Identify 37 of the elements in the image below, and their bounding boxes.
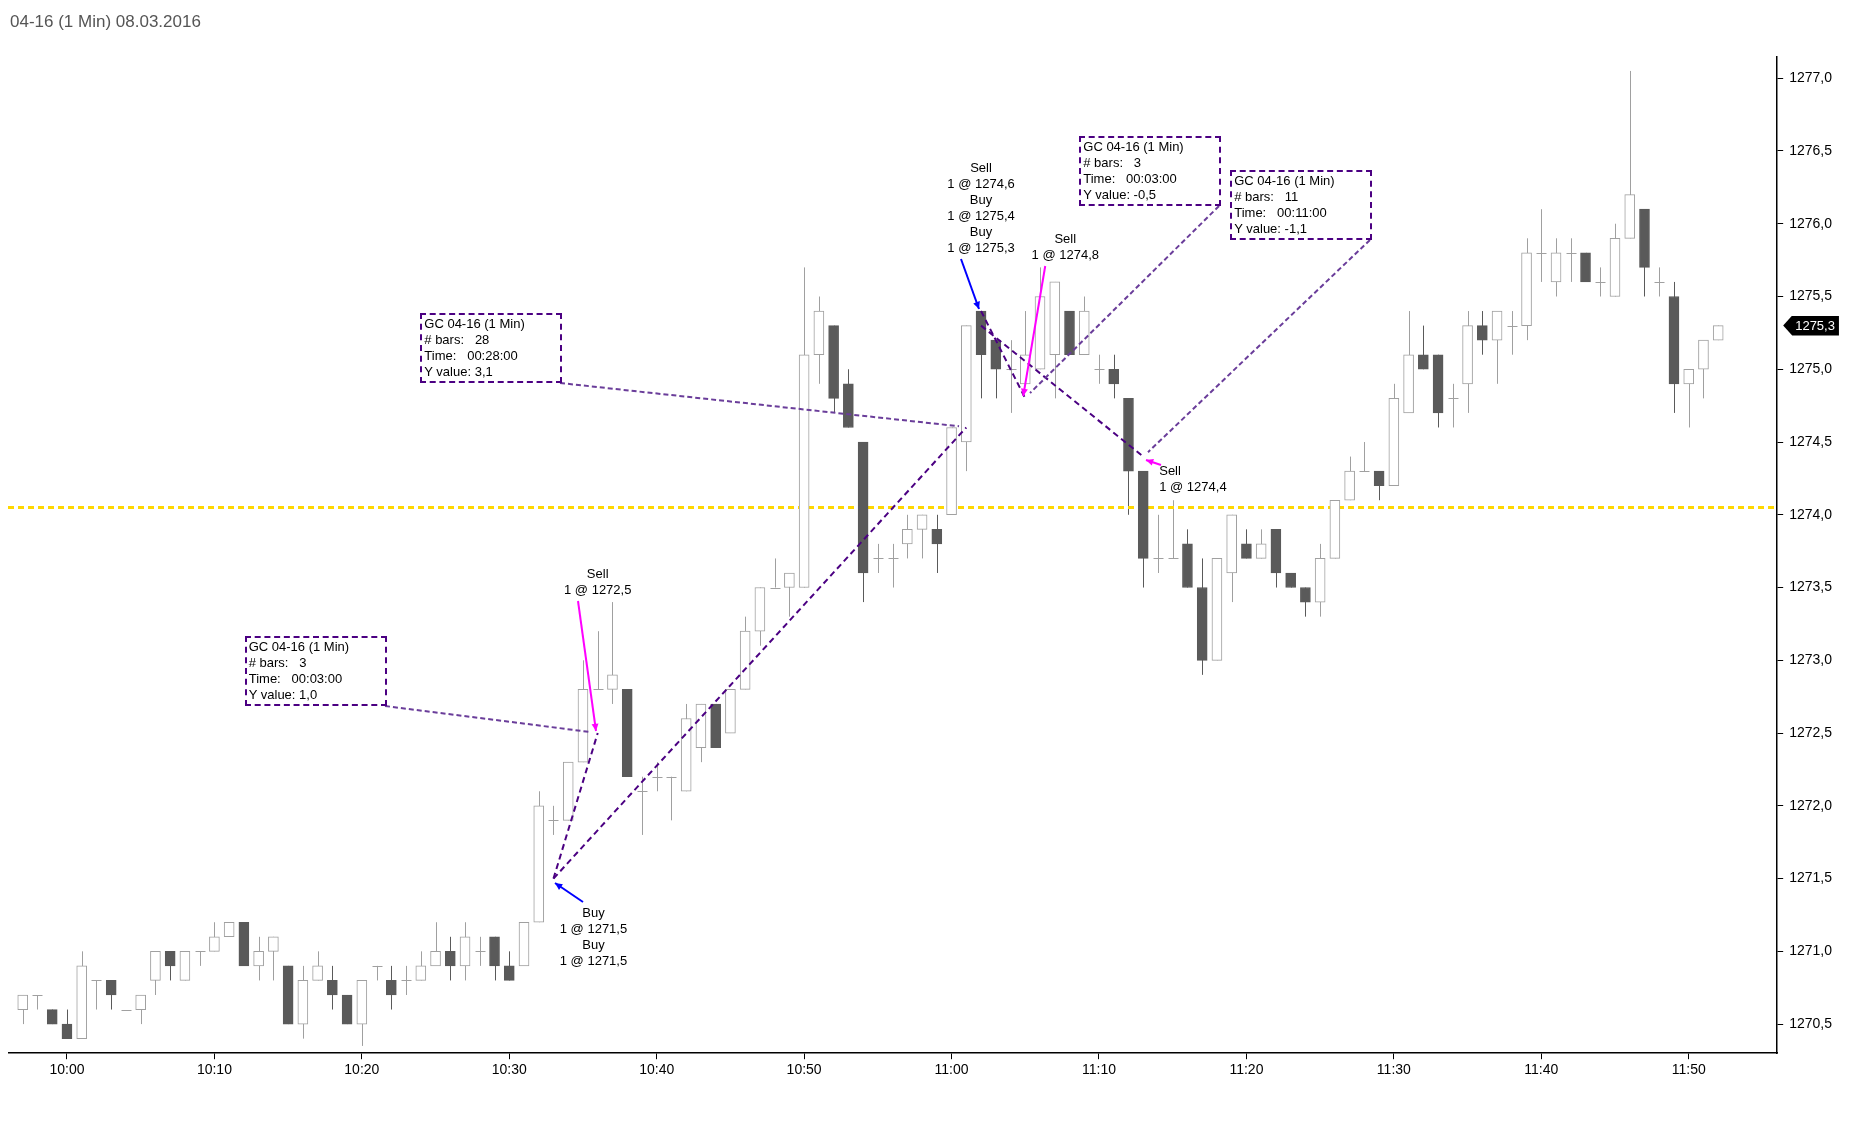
x-tick-label: 11:20	[1229, 1061, 1264, 1078]
annotation: Sell 1 @ 1274,8	[1031, 231, 1099, 264]
y-tick-label: 1271,0	[1789, 942, 1833, 959]
note-box: GC 04-16 (1 Min) # bars: 28 Time: 00:28:00 Y value: 3,1	[420, 313, 563, 384]
annotation: Sell 1 @ 1272,5	[564, 566, 632, 599]
y-tick-label: 1270,5	[1789, 1014, 1833, 1031]
y-tick-label: 1272,5	[1789, 723, 1833, 740]
chart-title: 04-16 (1 Min) 08.03.2016	[9, 11, 202, 33]
x-tick-label: 11:00	[934, 1061, 969, 1078]
y-tick-label: 1274,0	[1789, 505, 1833, 522]
x-tick-label: 10:20	[344, 1061, 380, 1078]
y-tick-label: 1271,5	[1789, 869, 1833, 886]
text: 1275,3	[1783, 315, 1839, 336]
note-box: GC 04-16 (1 Min) # bars: 11 Time: 00:11:00 Y value: -1,1	[1230, 169, 1373, 240]
x-tick-label: 10:50	[786, 1061, 822, 1078]
x-tick-label: 11:30	[1376, 1061, 1412, 1078]
y-tick-label: 1272,0	[1789, 796, 1833, 813]
y-tick-label: 1274,5	[1789, 432, 1833, 449]
y-tick-label: 1276,5	[1789, 141, 1833, 158]
annotation: Sell 1 @ 1274,6 Buy 1 @ 1275,4 Buy 1 @ 1275,3	[947, 160, 1015, 257]
y-tick-label: 1273,5	[1789, 578, 1833, 595]
x-tick-label: 10:40	[639, 1061, 675, 1078]
y-tick-label: 1273,0	[1789, 651, 1833, 668]
x-tick-label: 11:10	[1081, 1061, 1117, 1078]
x-tick-label: 10:00	[49, 1061, 85, 1078]
y-tick-label: 1276,0	[1789, 214, 1833, 231]
y-tick-label: 1275,5	[1789, 287, 1833, 304]
note-box: GC 04-16 (1 Min) # bars: 3 Time: 00:03:00 Y value: 1,0	[244, 636, 387, 707]
annotation: Sell 1 @ 1274,4	[1159, 462, 1227, 495]
note-box: GC 04-16 (1 Min) # bars: 3 Time: 00:03:00 Y value: -0,5	[1079, 136, 1222, 207]
x-tick-label: 10:10	[196, 1061, 233, 1078]
annotation: Buy 1 @ 1271,5 Buy 1 @ 1271,5	[559, 904, 628, 969]
y-tick-label: 1275,0	[1789, 360, 1833, 377]
x-tick-label: 11:40	[1524, 1061, 1559, 1078]
y-tick-label: 1277,0	[1789, 69, 1833, 86]
x-tick-label: 11:50	[1671, 1061, 1706, 1078]
x-tick-label: 10:30	[491, 1061, 527, 1078]
